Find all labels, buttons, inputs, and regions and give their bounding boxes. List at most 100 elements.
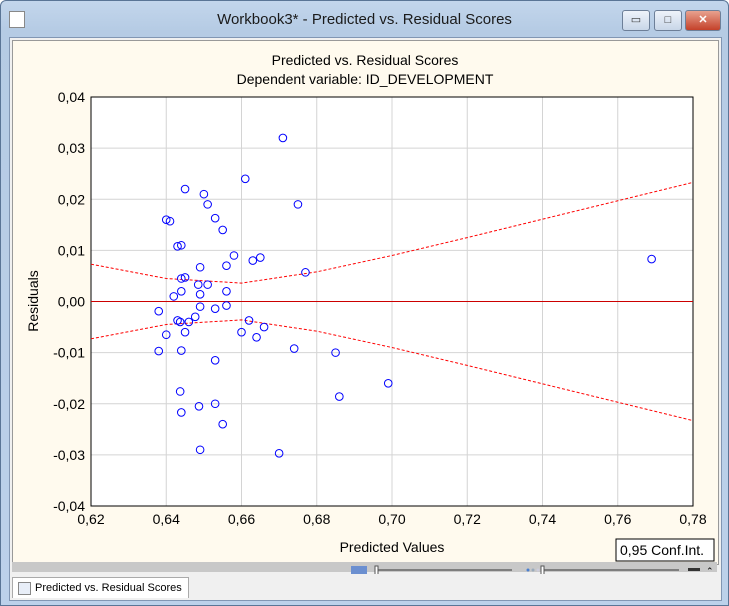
- data-point: [175, 387, 185, 396]
- x-tick-label: 0,76: [604, 511, 631, 527]
- tab-bar: Predicted vs. Residual Scores: [10, 574, 721, 600]
- data-point: [173, 316, 182, 325]
- data-point: [154, 346, 164, 356]
- data-point: [203, 200, 212, 209]
- data-point: [210, 304, 220, 313]
- minimize-button[interactable]: ▭: [622, 10, 650, 31]
- data-point: [199, 189, 209, 199]
- data-point: [259, 322, 269, 332]
- data-point: [210, 355, 220, 365]
- lower-confidence-band: [90, 319, 694, 422]
- data-point: [190, 312, 200, 322]
- data-point: [177, 274, 186, 283]
- scatter-chart: 0,62 0,64 0,66 0,68 0,70 0,72 0,74 0,76 0,78 0,04…: [25, 52, 715, 562]
- y-tick-label: 0,00: [58, 294, 85, 310]
- x-tick-label: 0,66: [228, 511, 255, 527]
- tab-label: Predicted vs. Residual Scores: [35, 582, 182, 594]
- data-point: [293, 200, 303, 209]
- chart-subtitle: Dependent variable: ID_DEVELOPMENT: [237, 71, 494, 87]
- data-point: [222, 301, 231, 310]
- y-tick-label: -0,01: [53, 345, 85, 361]
- data-point: [194, 402, 204, 411]
- data-point: [278, 133, 288, 143]
- data-point: [203, 280, 212, 289]
- y-tick-label: 0,01: [58, 242, 85, 258]
- legend-label: 0,95 Conf.Int.: [620, 542, 704, 558]
- x-tick-label: 0,74: [529, 511, 556, 527]
- x-tick-label: 0,70: [378, 511, 405, 527]
- data-point: [180, 273, 190, 282]
- workbook-icon[interactable]: [9, 11, 25, 28]
- y-tick-label: 0,04: [58, 89, 85, 105]
- y-tick-label: 0,02: [58, 191, 85, 207]
- data-point: [210, 213, 220, 223]
- data-point: [180, 184, 190, 194]
- graph-icon: [18, 582, 31, 595]
- data-point: [177, 408, 186, 417]
- y-tick-label: -0,02: [53, 396, 85, 412]
- wrench-icon[interactable]: [688, 568, 700, 571]
- data-point: [331, 348, 340, 357]
- data-point: [193, 280, 203, 289]
- graph-toolbar: ⌃: [12, 562, 717, 576]
- data-point: [229, 251, 239, 260]
- data-point: [240, 174, 250, 184]
- data-point: [184, 317, 194, 327]
- y-tick-label: -0,04: [53, 498, 85, 514]
- chart-title: Predicted vs. Residual Scores: [272, 52, 459, 68]
- data-point: [154, 306, 164, 316]
- data-point: [177, 346, 186, 355]
- x-tick-label: 0,68: [303, 511, 330, 527]
- client-area: 0,62 0,64 0,66 0,68 0,70 0,72 0,74 0,76 0,78 0,04…: [9, 37, 722, 601]
- data-point: [165, 216, 175, 226]
- data-point: [173, 241, 182, 251]
- data-point: [175, 317, 185, 327]
- x-tick-label: 0,62: [77, 511, 104, 527]
- upper-confidence-band: [90, 181, 694, 284]
- data-point: [222, 286, 231, 296]
- data-point: [218, 419, 227, 429]
- data-point: [195, 290, 205, 299]
- data-point: [177, 286, 186, 296]
- data-point: [244, 316, 254, 325]
- data-point: [301, 268, 310, 277]
- tab-predicted-vs-residual[interactable]: Predicted vs. Residual Scores: [12, 577, 189, 598]
- data-point: [256, 253, 265, 262]
- maximize-button[interactable]: □: [654, 10, 682, 31]
- x-tick-label: 0,64: [153, 511, 180, 527]
- data-point: [161, 215, 171, 224]
- data-point: [248, 256, 258, 265]
- data-point: [195, 302, 205, 311]
- legend-box: [615, 538, 715, 562]
- chart-area: 0,62 0,64 0,66 0,68 0,70 0,72 0,74 0,76 0,78 0,04…: [12, 40, 719, 565]
- data-point: [161, 330, 171, 340]
- data-point: [383, 379, 393, 388]
- data-point: [237, 327, 246, 337]
- y-tick-label: 0,03: [58, 140, 85, 156]
- y-tick-label: -0,03: [53, 447, 85, 463]
- color-swatch-icon[interactable]: [351, 566, 367, 574]
- title-bar[interactable]: Workbook3* - Predicted vs. Residual Scor…: [1, 1, 728, 35]
- dots-icon: [526, 568, 540, 572]
- x-tick-label: 0,72: [454, 511, 481, 527]
- expand-icon[interactable]: ⌃: [706, 566, 714, 576]
- data-point: [210, 399, 220, 409]
- data-point: [252, 332, 261, 342]
- data-point: [222, 261, 231, 271]
- data-point: [335, 392, 344, 401]
- data-point: [169, 292, 179, 301]
- data-point: [195, 262, 205, 272]
- data-point: [274, 449, 284, 458]
- data-point: [180, 327, 190, 337]
- x-tick-label: 0,78: [679, 511, 706, 527]
- y-axis-label: Residuals: [25, 270, 41, 331]
- data-point: [177, 240, 186, 250]
- data-point: [218, 225, 227, 235]
- window-title: Workbook3* - Predicted vs. Residual Scor…: [217, 11, 512, 28]
- data-point: [647, 254, 656, 264]
- data-point: [195, 445, 205, 455]
- close-button[interactable]: ✕: [685, 10, 721, 31]
- x-axis-label: Predicted Values: [340, 539, 445, 555]
- data-point: [289, 344, 299, 353]
